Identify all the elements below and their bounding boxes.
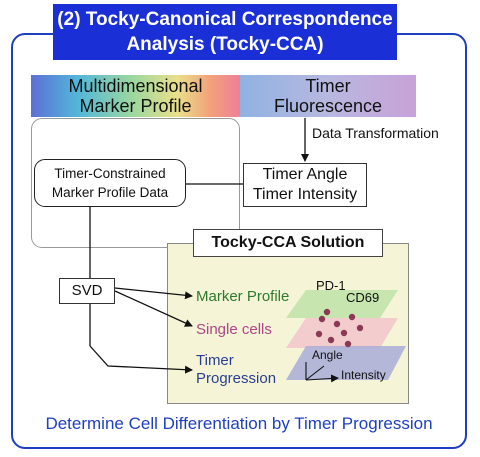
timer-fluorescence-line-2: Fluorescence — [273, 96, 383, 116]
timer-progression-line-1: Timer — [196, 352, 234, 369]
timer-fluorescence-band: Timer Fluorescence — [240, 75, 416, 117]
timer-fluorescence-line-1: Timer — [305, 76, 351, 96]
timer-intensity-line: Timer Intensity — [252, 186, 358, 203]
marker-profile-line-1: Multidimensional — [68, 76, 203, 96]
cd69-label: CD69 — [346, 290, 380, 305]
timer-angle-box: Timer Angle Timer Intensity — [243, 163, 367, 207]
arrow-timer-progression — [89, 345, 193, 374]
intensity-axis — [305, 374, 339, 383]
constrained-line-1: Timer-Constrained — [54, 166, 166, 181]
timer-progression-line-2: Progression — [196, 370, 277, 387]
arrow-marker-profile — [114, 287, 193, 300]
cell-dots — [315, 308, 364, 348]
angle-label: Angle — [312, 348, 343, 362]
arrow-single-cells — [114, 290, 193, 327]
constrained-line-2: Marker Profile Data — [51, 185, 169, 200]
data-transformation-label: Data Transformation — [312, 125, 439, 141]
marker-profile-band: Multidimensional Marker Profile — [31, 75, 240, 117]
single-cells-label: Single cells — [196, 321, 272, 338]
timer-angle-line: Timer Angle — [262, 166, 348, 183]
marker-profile-frame — [31, 118, 240, 248]
timer-plane — [286, 346, 406, 380]
pd1-label: PD-1 — [316, 278, 346, 293]
title-line-2: Analysis (Tocky-CCA) — [126, 34, 324, 55]
footer-caption: Determine Cell Differentiation by Timer … — [45, 414, 433, 433]
timer-progression-label: Timer Progression — [196, 352, 276, 388]
angle-axis — [305, 362, 325, 381]
marker-profile-label: Marker Profile — [196, 288, 290, 305]
marker-plane — [286, 290, 398, 318]
title-line-1: (2) Tocky-Canonical Correspondence — [57, 9, 393, 30]
timer-constrained-box: Timer-Constrained Marker Profile Data — [34, 159, 186, 207]
title-banner: (2) Tocky-Canonical Correspondence Analy… — [53, 4, 397, 60]
marker-profile-line-2: Marker Profile — [79, 96, 192, 116]
intensity-label: Intensity — [341, 368, 386, 382]
svd-box: SVD — [59, 278, 115, 304]
solution-title: Tocky-CCA Solution — [193, 229, 383, 257]
